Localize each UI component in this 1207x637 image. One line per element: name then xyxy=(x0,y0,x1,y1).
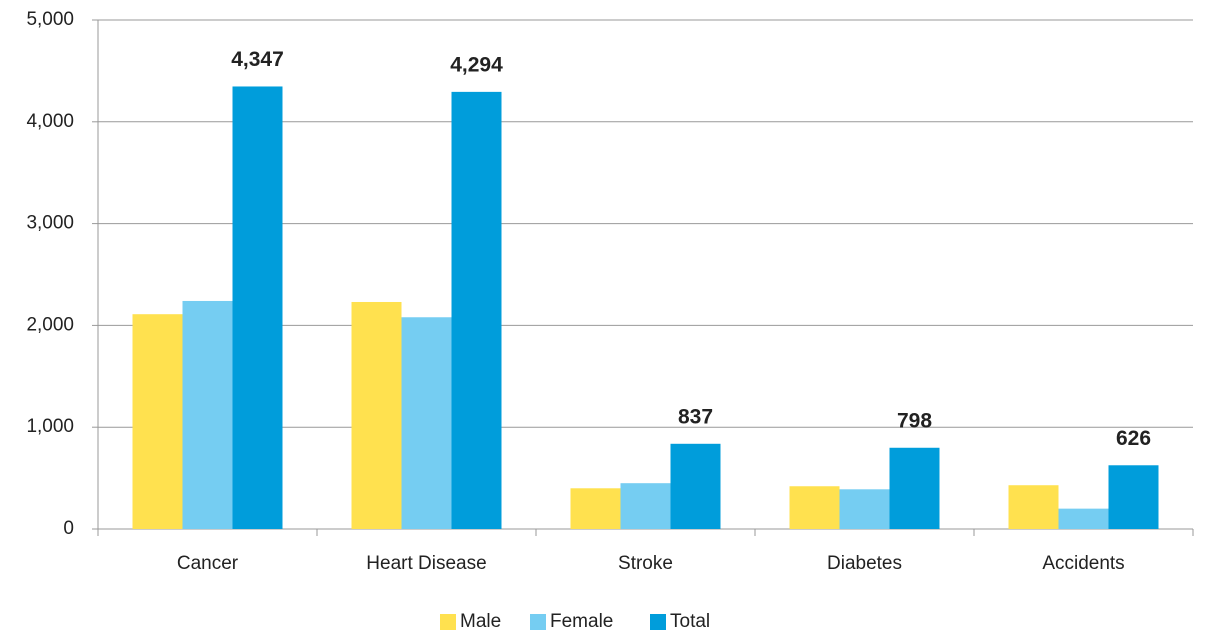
x-tick-label: Accidents xyxy=(1042,553,1124,574)
bar xyxy=(232,86,283,529)
bar xyxy=(182,300,233,529)
legend-swatch xyxy=(530,614,546,630)
bar xyxy=(1108,465,1159,529)
y-tick-label: 4,000 xyxy=(26,111,74,132)
y-tick-label: 5,000 xyxy=(26,9,74,30)
value-label: 798 xyxy=(897,409,932,432)
legend-swatch xyxy=(650,614,666,630)
legend-label: Male xyxy=(460,611,501,632)
legend-swatch xyxy=(440,614,456,630)
y-tick-label: 1,000 xyxy=(26,416,74,437)
x-tick-label: Heart Disease xyxy=(366,553,486,574)
bar xyxy=(451,91,502,530)
bar xyxy=(620,483,671,529)
x-tick-label: Stroke xyxy=(618,553,673,574)
y-tick-label: 2,000 xyxy=(26,314,74,335)
legend-label: Female xyxy=(550,611,613,632)
value-label: 837 xyxy=(678,405,713,428)
legend-label: Total xyxy=(670,611,710,632)
value-label: 4,294 xyxy=(450,53,503,76)
bar xyxy=(889,447,940,529)
bar xyxy=(351,301,402,529)
x-tick-label: Diabetes xyxy=(827,553,902,574)
value-label: 4,347 xyxy=(231,48,284,71)
value-label: 626 xyxy=(1116,427,1151,450)
bar xyxy=(1058,508,1109,529)
bar xyxy=(401,317,452,529)
bar xyxy=(1008,485,1059,529)
y-tick-label: 0 xyxy=(63,518,74,539)
bar xyxy=(789,486,840,529)
y-tick-label: 3,000 xyxy=(26,213,74,234)
bar xyxy=(132,314,183,529)
bar xyxy=(839,489,890,529)
x-tick-label: Cancer xyxy=(177,553,239,574)
bar xyxy=(670,443,721,529)
bar xyxy=(570,488,621,529)
